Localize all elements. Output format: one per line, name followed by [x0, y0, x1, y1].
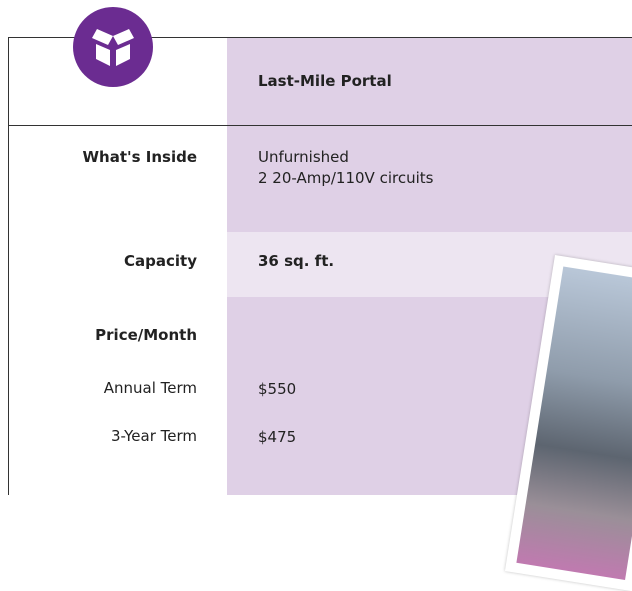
- header-title: Last-Mile Portal: [258, 71, 392, 91]
- page: {"header": {"title": "Last-Mile Portal"}…: [0, 0, 632, 495]
- row-value: 36 sq. ft.: [258, 251, 334, 271]
- row-label: Capacity: [124, 252, 197, 270]
- table-border-left: [8, 37, 9, 495]
- row-value: $550: [258, 379, 296, 399]
- row-value: Unfurnished: [258, 147, 349, 167]
- row-label: What's Inside: [83, 148, 198, 166]
- row-label: Annual Term: [104, 379, 197, 397]
- row-label: Price/Month: [95, 326, 197, 344]
- row-value: 2 20-Amp/110V circuits: [258, 168, 433, 188]
- box-icon: [72, 6, 154, 88]
- row-label: 3-Year Term: [111, 427, 197, 445]
- row-value: $475: [258, 427, 296, 447]
- header-divider: [8, 125, 632, 126]
